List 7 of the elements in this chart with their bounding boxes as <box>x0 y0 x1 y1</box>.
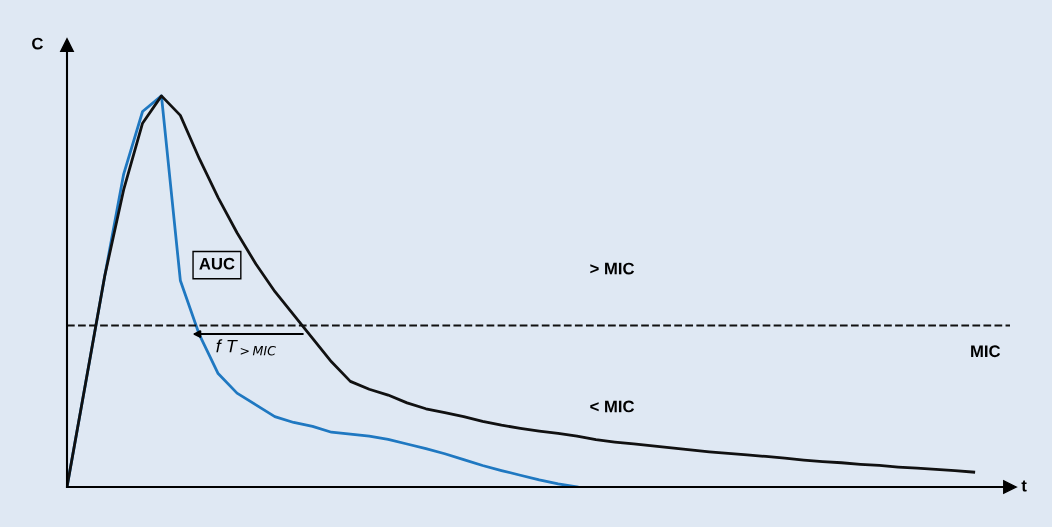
annotation: f T$_{>MIC}$ <box>216 339 276 356</box>
y-axis-title: C <box>32 37 43 50</box>
annotation: AUC <box>199 257 235 270</box>
annotation: < MIC <box>590 400 635 413</box>
x-axis-title: t <box>1021 480 1027 492</box>
ref-line-label: MIC <box>971 345 1001 358</box>
annotation: > MIC <box>590 262 635 275</box>
